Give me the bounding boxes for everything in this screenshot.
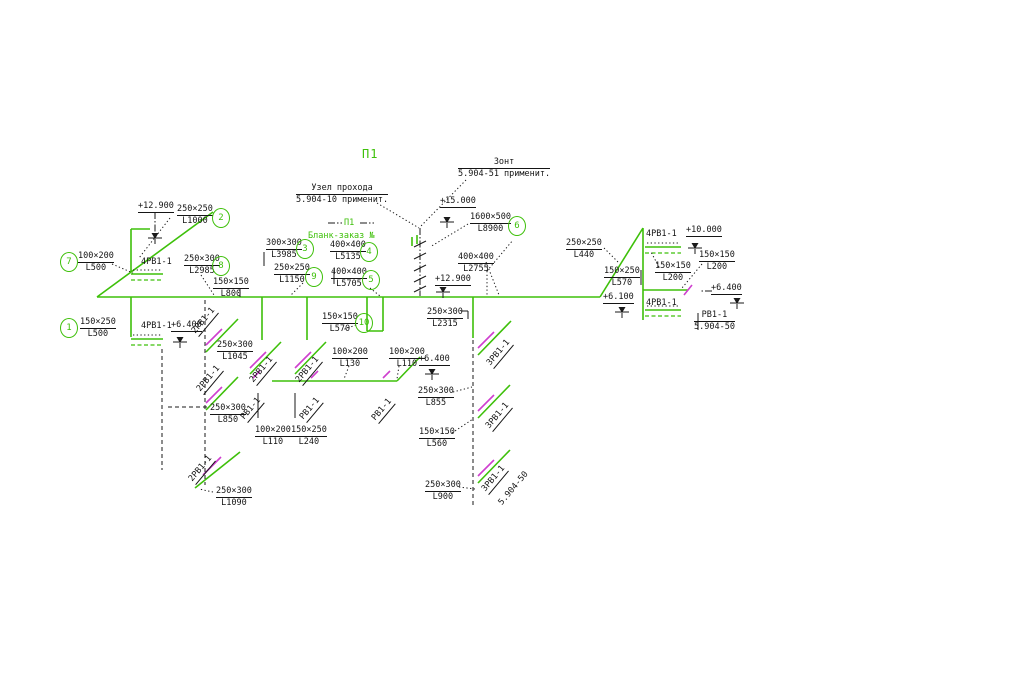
dim-label: 150×150 L200 <box>655 261 691 283</box>
dim-label: 400×400 L2755 <box>458 252 494 274</box>
elevation-label: +6.400 <box>171 320 202 332</box>
dim-label: 250×300 L2315 <box>427 307 463 329</box>
dim-label: 100×200 L130 <box>332 347 368 369</box>
datum-mark <box>424 368 440 381</box>
balloon-10: 10 <box>355 313 373 333</box>
dim-label: 250×300 L1090 <box>216 486 252 508</box>
dim-label: 250×300 L900 <box>425 480 461 502</box>
elevation-label: +15.000 <box>440 196 476 208</box>
dim-label: 250×250 L440 <box>566 238 602 260</box>
dotted-leaders <box>111 179 703 493</box>
system-tag: П1 <box>344 218 355 228</box>
grille-label: 4РВ1-1 <box>141 257 172 267</box>
dim-label: 250×250 L1150 <box>274 263 310 285</box>
grille-ticks <box>202 284 693 477</box>
elevation-label: +6.400 <box>711 283 742 295</box>
dim-label: 150×150 L200 <box>699 250 735 272</box>
elevation-label: +12.900 <box>138 201 174 213</box>
elevation-label: +10.000 <box>686 225 722 237</box>
grille-label: 4РВ1-1 <box>646 229 677 239</box>
dim-label: РВ1-1 5.904-50 <box>694 310 735 332</box>
dim-label: 100×200 L500 <box>78 251 114 273</box>
elevation-label: +12.900 <box>435 274 471 286</box>
dim-label: 400×400 L5705 <box>331 267 367 289</box>
dim-label: 150×250 L240 <box>291 425 327 447</box>
datum-mark <box>439 216 455 229</box>
balloon-6: 6 <box>508 216 526 236</box>
dim-label: 250×300 L1045 <box>217 340 253 362</box>
note-uzel-prohoda: Узел прохода 5.904-10 применит. <box>296 183 389 205</box>
dim-label: 1600×500 L8900 <box>470 212 511 234</box>
elevation-label: +6.100 <box>603 292 634 304</box>
scheme-title: П1 <box>362 147 379 161</box>
dim-label: 400×400 L5135 <box>330 240 366 262</box>
balloon-4: 4 <box>360 242 378 262</box>
balloon-9: 9 <box>305 267 323 287</box>
order-note: Бланк-заказ № <box>308 231 375 241</box>
dim-label: 150×250 L570 <box>604 266 640 288</box>
axis-leaders <box>154 212 712 296</box>
balloon-3: 3 <box>296 239 314 259</box>
balloon-8: 8 <box>212 256 230 276</box>
dim-label: 150×150 L570 <box>322 312 358 334</box>
dim-label: 300×300 L3985 <box>266 238 302 260</box>
dim-label: 100×200 L110 <box>255 425 291 447</box>
grille-label: 4РВ1-1 <box>646 298 677 308</box>
datum-mark <box>614 306 630 319</box>
dim-label: 250×300 L850 <box>210 403 246 425</box>
dim-label: 150×150 L800 <box>213 277 249 299</box>
datum-mark <box>147 232 163 245</box>
elevation-label: +6.400 <box>419 354 450 366</box>
grille-label: 4РВ1-1 <box>141 321 172 331</box>
balloon-5: 5 <box>362 270 380 290</box>
dim-label: 150×150 L560 <box>419 427 455 449</box>
dim-label: 250×300 L2985 <box>184 254 220 276</box>
balloon-2: 2 <box>212 208 230 228</box>
grille-dashed-lines <box>131 252 681 346</box>
balloon-1: 1 <box>60 318 78 338</box>
dim-label: 250×250 L1000 <box>177 204 213 226</box>
note-zont: Зонт 5.904-51 применит. <box>458 157 551 179</box>
dim-label: 150×250 L500 <box>80 317 116 339</box>
hidden-duct-runs <box>161 300 474 505</box>
datum-mark <box>729 297 745 310</box>
datum-mark <box>172 336 188 349</box>
dim-label: 100×200 L110 <box>389 347 425 369</box>
balloon-7: 7 <box>60 252 78 272</box>
dim-label: 250×300 L855 <box>418 386 454 408</box>
